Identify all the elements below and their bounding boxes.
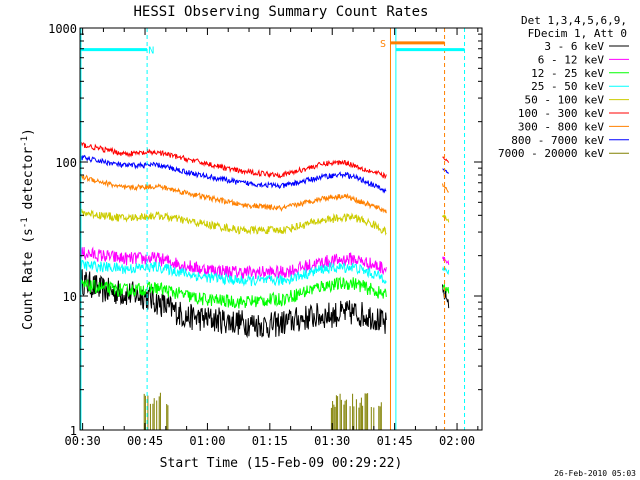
x-tick-label: 01:45 — [377, 434, 413, 448]
x-tick-label: 01:15 — [252, 434, 288, 448]
series-12-25-kev-line-after — [442, 283, 450, 294]
legend-entry-label: 6 - 12 keV — [538, 53, 605, 66]
series-800-7000-kev-line-after — [442, 168, 450, 175]
x-tick-label: 00:30 — [65, 434, 101, 448]
series-50-100-kev-line — [80, 208, 387, 236]
chart-title: HESSI Observing Summary Count Rates — [133, 4, 428, 20]
y-tick-label: 100 — [55, 156, 77, 170]
x-tick-label: 02:00 — [439, 434, 475, 448]
legend-entry-label: 7000 - 20000 keV — [498, 147, 604, 160]
legend: Det 1,3,4,5,6,9,FDecim 1, Att 03 - 6 keV… — [498, 14, 629, 160]
series-50-100-kev-line-after — [442, 213, 450, 223]
x-tick-label: 01:30 — [314, 434, 350, 448]
series-25-50-kev-line-after — [442, 266, 450, 275]
plot-frame — [79, 27, 483, 431]
series-6-12-kev-line — [80, 246, 387, 280]
x-axis-label: Start Time (15-Feb-09 00:29:22) — [160, 456, 403, 471]
series-100-300-kev-line-after — [442, 156, 450, 163]
legend-entry-label: 800 - 7000 keV — [511, 134, 604, 147]
series-7000-20000-kev-spikes-1 — [143, 392, 169, 430]
series-12-25-kev-line — [81, 276, 387, 309]
legend-header-line: Det 1,3,4,5,6,9, — [521, 14, 627, 27]
series-100-300-kev-line — [80, 141, 387, 180]
series-25-50-kev-line — [80, 260, 387, 287]
data-layer: NS — [80, 28, 466, 430]
timestamp: 26-Feb-2010 05:03 — [554, 469, 636, 478]
series-7000-20000-kev-spikes-2 — [330, 393, 382, 430]
night-flag-label: S — [380, 39, 386, 50]
y-tick-label: 10 — [63, 290, 77, 304]
series-800-7000-kev-line — [80, 154, 387, 194]
axis-ticks: 00:30 00:45 01:00 01:15 01:30 01:45 02:00 1 10 10… — [48, 22, 482, 448]
saa-flag-label: N — [148, 46, 154, 57]
legend-entry-label: 3 - 6 keV — [544, 40, 604, 53]
legend-entry-label: 50 - 100 keV — [525, 94, 605, 107]
legend-entry-label: 12 - 25 keV — [531, 67, 604, 80]
x-tick-label: 00:45 — [127, 434, 163, 448]
x-tick-label: 01:00 — [189, 434, 225, 448]
legend-entry-label: 25 - 50 keV — [531, 80, 604, 93]
y-tick-label: 1 — [70, 424, 77, 438]
legend-entry-label: 100 - 300 keV — [518, 107, 604, 120]
y-tick-label: 1000 — [48, 22, 77, 36]
legend-entry-label: 300 - 800 keV — [518, 120, 604, 133]
y-axis-label: Count Rate (s-1 detector-1) — [20, 128, 36, 330]
series-300-800-kev-line-after — [442, 183, 449, 193]
series-6-12-kev-line-after — [442, 256, 450, 265]
series-300-800-kev-line — [80, 174, 387, 214]
legend-header-line: FDecim 1, Att 0 — [528, 27, 627, 40]
